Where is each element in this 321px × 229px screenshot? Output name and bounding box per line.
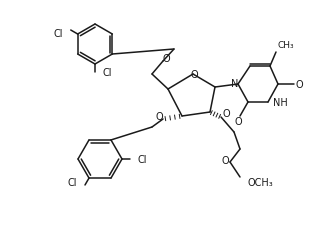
Text: Cl: Cl bbox=[137, 154, 146, 164]
Text: O: O bbox=[295, 80, 303, 90]
Text: N: N bbox=[231, 79, 239, 89]
Text: Cl: Cl bbox=[102, 68, 111, 78]
Text: O: O bbox=[190, 70, 198, 80]
Text: Cl: Cl bbox=[67, 177, 77, 187]
Text: O: O bbox=[162, 54, 170, 64]
Text: O: O bbox=[155, 112, 163, 121]
Text: O: O bbox=[234, 117, 242, 126]
Text: NH: NH bbox=[273, 98, 288, 108]
Text: CH₃: CH₃ bbox=[278, 41, 295, 50]
Text: O: O bbox=[221, 155, 229, 165]
Text: O: O bbox=[222, 109, 230, 118]
Text: OCH₃: OCH₃ bbox=[248, 177, 274, 187]
Text: Cl: Cl bbox=[53, 29, 63, 39]
